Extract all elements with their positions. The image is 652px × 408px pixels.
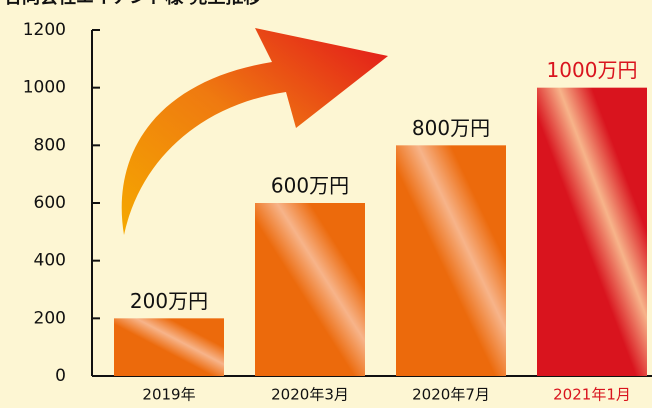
x-tick-label: 2020年3月 xyxy=(271,386,349,404)
x-tick-label: 2021年1月 xyxy=(553,386,631,404)
bar xyxy=(255,203,365,376)
x-tick-label: 2019年 xyxy=(142,386,195,404)
bar xyxy=(114,318,224,376)
y-tick-label: 600 xyxy=(34,193,66,213)
value-label: 1000万円 xyxy=(547,58,638,82)
x-tick-label: 2020年7月 xyxy=(412,386,490,404)
y-tick-label: 1000 xyxy=(23,78,66,98)
value-label: 600万円 xyxy=(271,174,349,198)
y-tick-label: 1200 xyxy=(23,20,66,40)
y-tick-label: 200 xyxy=(34,308,66,328)
chart-title: 合同会社エイアンド様 売上推移 xyxy=(4,0,262,8)
value-label: 800万円 xyxy=(412,116,490,140)
bar xyxy=(537,87,647,377)
y-tick-label: 400 xyxy=(34,251,66,271)
y-tick-label: 800 xyxy=(34,135,66,155)
decorative-arrow xyxy=(121,28,388,235)
value-label: 200万円 xyxy=(130,289,208,313)
bar xyxy=(396,145,506,376)
y-tick-label: 0 xyxy=(55,366,66,386)
